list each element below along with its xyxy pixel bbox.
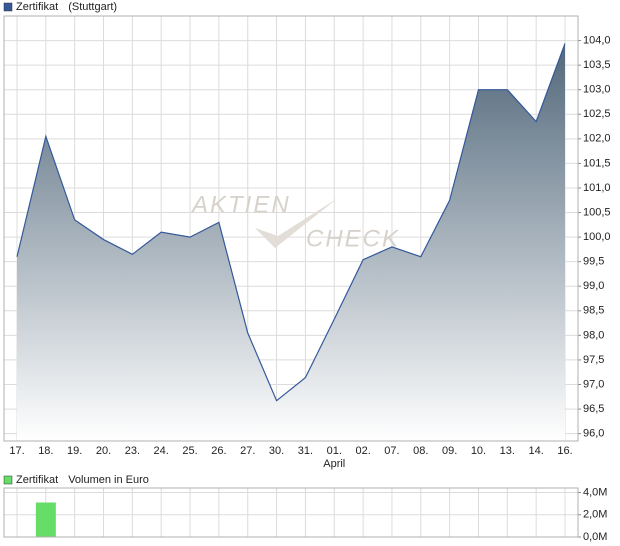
x-tick-label: 14. [529, 445, 544, 457]
x-tick-label: 31. [298, 445, 313, 457]
x-tick-label: 17. [9, 445, 24, 457]
y-tick-label: 102,0 [583, 133, 611, 145]
y-tick-label: 103,0 [583, 84, 611, 96]
line [16, 43, 566, 402]
x-sublabel: April [323, 458, 345, 470]
x-tick-label: 19. [67, 445, 82, 457]
x-tick-label: 07. [384, 445, 399, 457]
y-tick-label: 2,0M [583, 509, 607, 521]
watermark-check [255, 198, 338, 248]
y-tick-label: 98,5 [583, 305, 604, 317]
area [17, 43, 565, 441]
x-tick-label: 09. [442, 445, 457, 457]
x-tick-label: 08. [413, 445, 428, 457]
watermark: CHECK [306, 225, 400, 252]
legend-swatch [3, 2, 13, 12]
watermark: AKTIEN [190, 191, 291, 218]
y-tick-label: 4,0M [583, 486, 607, 498]
x-tick-label: 02. [355, 445, 370, 457]
legend-label: Zertifikat [16, 1, 58, 13]
y-tick-label: 99,5 [583, 256, 604, 268]
y-tick-label: 0,0M [583, 531, 607, 543]
y-tick-label: 101,5 [583, 157, 611, 169]
y-tick-label: 96,0 [583, 428, 604, 440]
y-tick-label: 97,5 [583, 354, 604, 366]
y-tick-label: 100,5 [583, 206, 611, 218]
plot-frame [3, 15, 579, 442]
legend-note: (Stuttgart) [68, 1, 117, 13]
y-tick-label: 97,0 [583, 378, 604, 390]
y-tick-label: 104,0 [583, 34, 611, 46]
legend-note: Volumen in Euro [68, 474, 149, 486]
plot-frame [3, 487, 579, 538]
y-tick-label: 102,5 [583, 108, 611, 120]
x-tick-label: 10. [471, 445, 486, 457]
y-tick-label: 99,0 [583, 280, 604, 292]
x-tick-label: 26. [211, 445, 226, 457]
bar [35, 502, 56, 537]
x-tick-label: 16. [557, 445, 572, 457]
y-tick-label: 98,0 [583, 329, 604, 341]
x-tick-label: 18. [38, 445, 53, 457]
y-tick-label: 100,0 [583, 231, 611, 243]
x-tick-label: 13. [500, 445, 515, 457]
y-tick-label: 103,5 [583, 59, 611, 71]
x-tick-label: 20. [96, 445, 111, 457]
x-tick-label: 24. [154, 445, 169, 457]
price-chart: Zertifikat (Stuttgart) 96,0 96,5 97,0 97,5 98,… [3, 1, 611, 470]
legend-label: Zertifikat [16, 474, 58, 486]
x-tick-label: 27. [240, 445, 255, 457]
x-tick-label: 23. [125, 445, 140, 457]
y-tick-label: 101,0 [583, 182, 611, 194]
x-tick-label: 25. [182, 445, 197, 457]
volume-chart: Zertifikat Volumen in Euro 0,0M 2,0M 4,0M [3, 474, 607, 543]
x-tick-label: 01. [327, 445, 342, 457]
x-tick-label: 30. [269, 445, 284, 457]
y-tick-label: 96,5 [583, 403, 604, 415]
legend-swatch [3, 475, 13, 485]
